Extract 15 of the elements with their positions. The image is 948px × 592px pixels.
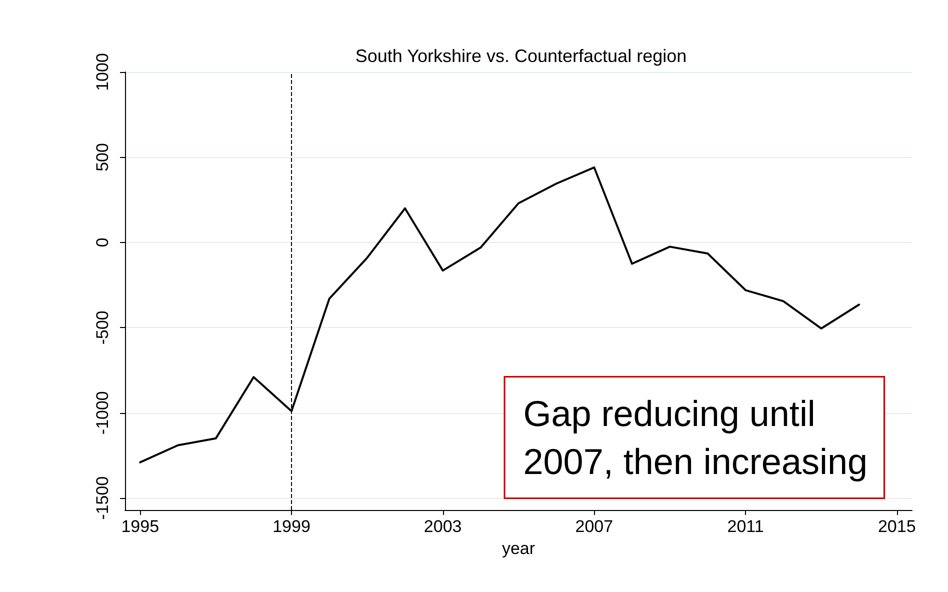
x-tick-label: 2015 xyxy=(878,517,916,536)
annotation: Gap reducing until 2007, then increasing xyxy=(523,393,868,482)
y-tick-label: 1000 xyxy=(93,53,112,91)
chart-title: South Yorkshire vs. Counterfactual region xyxy=(355,46,687,66)
x-axis-title: year xyxy=(502,538,536,558)
x-tick-label: 2007 xyxy=(575,517,614,536)
y-tick-label: 500 xyxy=(93,143,112,172)
y-tick-label: -1000 xyxy=(93,391,112,435)
x-tick-label: 2003 xyxy=(424,517,462,536)
y-tick-label: 0 xyxy=(93,238,112,248)
x-tick-label: 2011 xyxy=(727,517,764,536)
y-tick-label: -500 xyxy=(93,310,112,345)
y-tick-label: -1500 xyxy=(93,476,112,520)
x-tick-label: 1995 xyxy=(121,517,160,536)
x-tick-label: 1999 xyxy=(272,517,310,536)
